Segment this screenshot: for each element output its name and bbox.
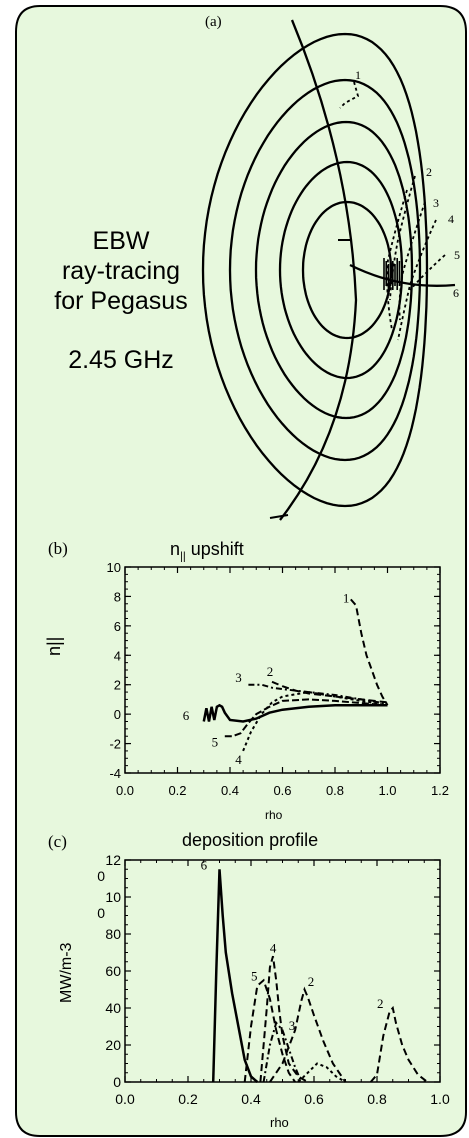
y-tick-label: -4: [109, 766, 121, 781]
x-tick-label: 0.8: [326, 783, 344, 798]
ray-label: 2: [426, 165, 432, 179]
series-line: [262, 1020, 303, 1083]
title-rest: upshift: [185, 539, 244, 559]
limiter-curve: [279, 19, 358, 521]
flux-surface: [254, 120, 414, 420]
x-tick-label: 0.2: [178, 1091, 198, 1107]
ray-path: [397, 219, 437, 341]
series-label: 5: [251, 968, 258, 983]
flux-surface: [228, 78, 422, 462]
series-label: 3: [235, 670, 242, 685]
chart-c-xlabel: rho: [270, 1115, 289, 1130]
heading-line: ray-tracing: [61, 257, 181, 285]
chart-b-ylabel: n||: [44, 636, 64, 656]
series-line: [243, 978, 296, 1083]
title-sub: ||: [180, 550, 186, 563]
panel-b-label: (b): [48, 539, 68, 558]
series-line: [202, 703, 388, 723]
chart-c-title: deposition profile: [182, 830, 319, 850]
series-label: 3: [289, 1018, 296, 1033]
x-tick-label: 0.4: [241, 1091, 261, 1107]
y-tick-label: 60: [105, 963, 121, 979]
y-tick-label: 12: [105, 852, 121, 868]
x-tick-label: 0.6: [304, 1091, 324, 1107]
y-tick-label: 0: [113, 1074, 121, 1090]
ray-label: 4: [448, 212, 454, 226]
y-tick-label: 10: [107, 560, 121, 575]
series-label: 1: [343, 590, 350, 605]
ray-path: [349, 263, 456, 287]
series-line: [259, 955, 309, 1083]
ray-path: [269, 514, 289, 519]
series-line: [248, 683, 388, 705]
series-line: [269, 986, 347, 1083]
series-label: 2: [267, 664, 274, 679]
x-tick-label: 1.2: [431, 783, 449, 798]
ray-path: [398, 201, 426, 321]
nparallel-upshift-chart: 0.0 0.2 0.4 0.6 0.8 1.0 1.2 10 8 6 4 2 0 -2 -4 1 2 3 4 5 6: [107, 560, 450, 798]
x-tick-label: 0.4: [221, 783, 239, 798]
y-tick-label: 40: [105, 1000, 121, 1016]
ray-path: [386, 189, 408, 331]
chart-c-ylabel: MW/m-3: [58, 942, 75, 1003]
y-tick-label: 20: [105, 1037, 121, 1053]
y-tick-label: -2: [109, 737, 121, 752]
series-line: [211, 869, 259, 1083]
series-label: 5: [212, 735, 219, 750]
flux-surface: [278, 160, 404, 380]
y-tick-label: 4: [114, 648, 121, 663]
heading-line: for Pegasus: [54, 287, 188, 315]
frequency-label: 2.45 GHz: [68, 346, 174, 374]
panel-a-heading: EBW ray-tracing for Pegasus: [0, 226, 242, 316]
ray-path: [409, 254, 446, 291]
series-line: [242, 691, 388, 752]
x-tick-label: 0.0: [116, 783, 134, 798]
series-label: 6: [201, 857, 208, 872]
y-tick-label: 0: [97, 868, 105, 884]
flux-surface-diagram: [201, 19, 456, 521]
y-tick-label: 10: [105, 889, 121, 905]
series-line: [224, 698, 388, 738]
title-n: n: [170, 539, 181, 559]
flux-surface: [301, 200, 393, 340]
x-tick-label: 0.6: [273, 783, 291, 798]
series-line: [297, 1062, 347, 1083]
y-tick-label: 80: [105, 926, 121, 942]
ray-path: [389, 175, 416, 301]
panel-a-label: (a): [205, 14, 222, 30]
series-label: 4: [270, 941, 277, 956]
flux-surface: [201, 32, 429, 508]
chart-b-title: n|| upshift: [170, 539, 244, 563]
ray-label: 1: [355, 68, 361, 82]
x-tick-label: 0.8: [367, 1091, 387, 1107]
y-tick-label: 0: [114, 707, 121, 722]
y-tick-label: 6: [114, 619, 121, 634]
x-tick-label: 1.0: [430, 1091, 450, 1107]
y-tick-label: 2: [114, 678, 121, 693]
panel-c-label: (c): [48, 832, 67, 851]
ray-label: 6: [453, 286, 459, 300]
ray-label: 3: [433, 196, 439, 210]
ray-label: 5: [454, 248, 460, 262]
rounded-panel-background: [15, 5, 467, 1137]
chart-b-xlabel: rho: [265, 808, 283, 822]
series-label: 2: [308, 974, 315, 989]
series-line: [350, 598, 389, 706]
y-tick-label: 0: [97, 905, 105, 921]
x-tick-label: 0.0: [115, 1091, 135, 1107]
ray-path: [339, 81, 360, 109]
series-label: 6: [183, 708, 190, 723]
series-label: 4: [235, 752, 242, 767]
heading-line: EBW: [92, 227, 150, 255]
x-tick-label: 1.0: [378, 783, 396, 798]
y-tick-label: 8: [114, 589, 121, 604]
x-tick-label: 0.2: [168, 783, 186, 798]
series-label: 2: [377, 996, 384, 1011]
